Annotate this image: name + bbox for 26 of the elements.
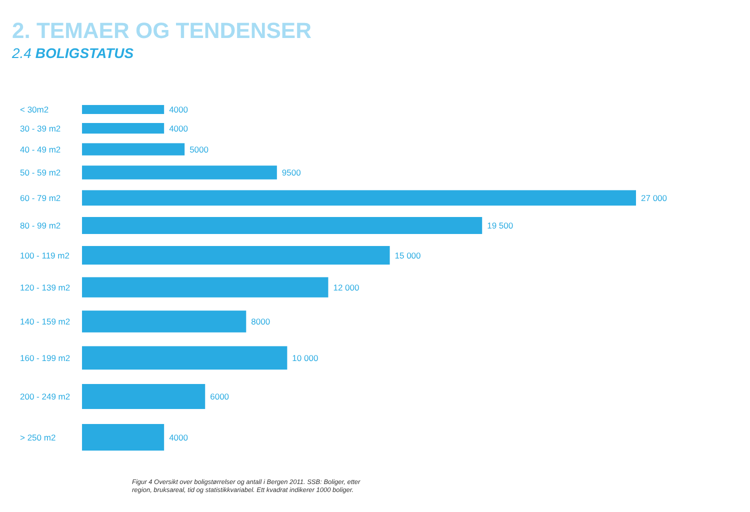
data-label: 15 000 — [394, 250, 422, 260]
y-tick-label: 100 - 119 m2 — [20, 250, 70, 260]
y-tick-label: < 30m2 — [20, 104, 49, 114]
y-tick-label: > 250 m2 — [20, 432, 56, 442]
chart-title: 2. TEMAER OG TENDENSER — [12, 18, 312, 43]
data-label: 6000 — [210, 391, 230, 402]
data-label: 8000 — [251, 316, 270, 326]
data-label: 4000 — [169, 432, 188, 442]
y-tick-label: 60 - 79 m2 — [20, 192, 61, 203]
y-tick-label: 50 - 59 m2 — [20, 167, 61, 178]
data-label: 27 000 — [641, 192, 668, 203]
y-tick-label: 80 - 99 m2 — [20, 220, 61, 230]
data-label: 5000 — [190, 144, 209, 154]
data-label: 9500 — [282, 167, 302, 178]
data-label: 10 000 — [292, 352, 318, 363]
data-label: 4000 — [169, 123, 188, 134]
data-label: 19 500 — [487, 220, 514, 230]
y-tick-label: 120 - 139 m2 — [20, 282, 70, 292]
y-tick-label: 140 - 159 m2 — [20, 316, 70, 326]
y-tick-label: 30 - 39 m2 — [20, 123, 61, 134]
data-label: 4000 — [169, 104, 188, 114]
y-tick-label: 200 - 249 m2 — [20, 391, 70, 402]
y-tick-label: 160 - 199 m2 — [20, 352, 70, 363]
data-label: 12 000 — [333, 282, 360, 292]
y-tick-label: 40 - 49 m2 — [20, 144, 61, 154]
chart-subtitle: 2.4 BOLIGSTATUS — [11, 45, 134, 61]
